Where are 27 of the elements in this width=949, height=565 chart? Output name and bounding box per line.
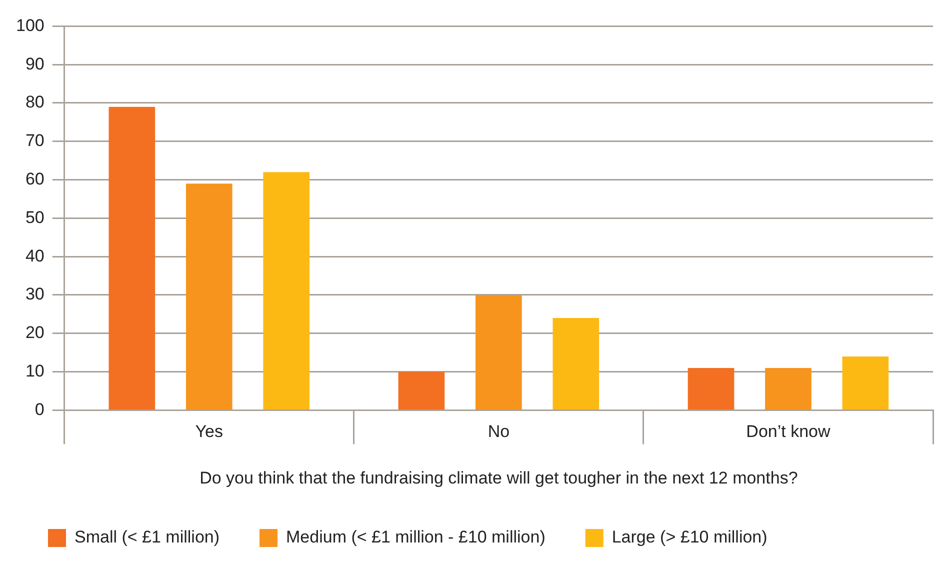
bar xyxy=(263,172,310,410)
y-tick-label: 60 xyxy=(25,169,44,188)
bar xyxy=(552,318,600,410)
y-tick-label: 0 xyxy=(34,400,44,419)
y-tick-label: 100 xyxy=(16,16,44,35)
x-tick-label: Yes xyxy=(195,422,224,442)
y-tick-label: 50 xyxy=(25,208,44,227)
bar xyxy=(688,368,734,410)
bar xyxy=(108,106,156,410)
y-tick-label: 70 xyxy=(25,131,44,150)
bar xyxy=(765,368,812,410)
bar xyxy=(398,372,445,410)
x-tick-label: Don’t know xyxy=(746,422,831,442)
bar xyxy=(476,295,522,410)
bar xyxy=(842,356,889,410)
y-tick-label: 90 xyxy=(25,54,44,74)
y-tick-label: 30 xyxy=(25,284,44,304)
legend-label: Small (< £1 million) xyxy=(74,528,220,547)
x-axis-title: Do you think that the fundraising climate will get tougher in the next 12 months? xyxy=(200,468,798,488)
x-tick-label: No xyxy=(488,422,510,442)
y-tick-label: 10 xyxy=(25,361,44,380)
y-tick-label: 80 xyxy=(25,92,44,112)
legend-label: Medium (< £1 million - £10 million) xyxy=(286,528,546,547)
bar xyxy=(186,184,232,410)
legend-label: Large (> £10 million) xyxy=(612,528,768,547)
y-tick-label: 40 xyxy=(25,246,44,266)
y-tick-label: 20 xyxy=(25,323,44,342)
